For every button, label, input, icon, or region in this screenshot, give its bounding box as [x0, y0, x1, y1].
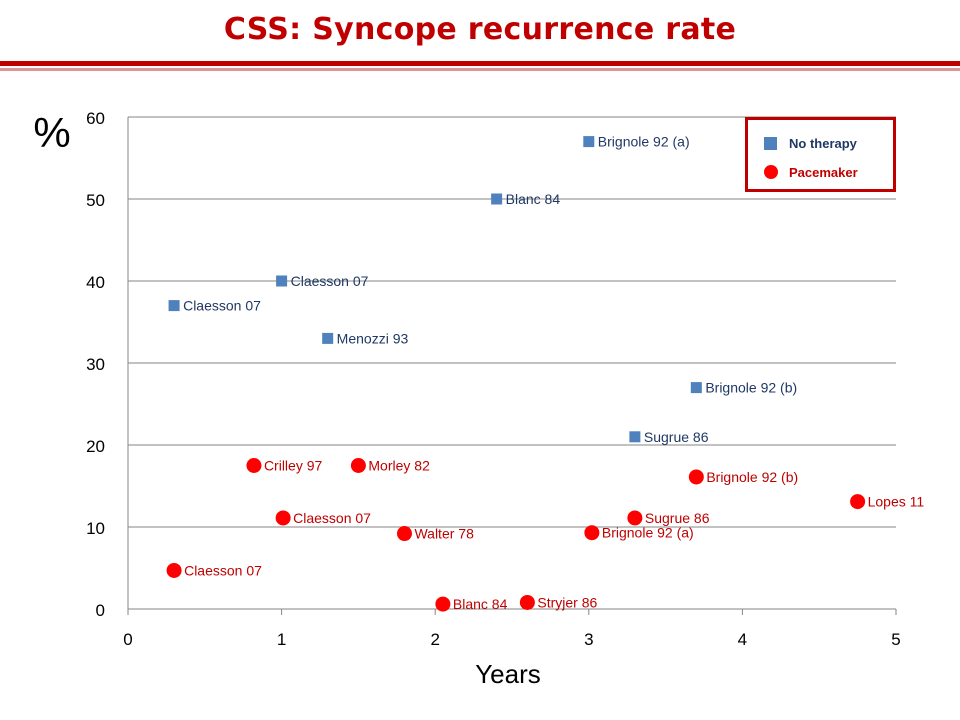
x-tick-label: 4: [738, 630, 747, 649]
pacemaker-point-label: Lopes 11: [868, 494, 925, 510]
y-tick-label: 0: [96, 601, 105, 620]
legend-circle-marker: [764, 165, 778, 179]
pacemaker-marker: [688, 469, 704, 485]
no-therapy-marker: [491, 193, 503, 205]
legend-label-no-therapy: No therapy: [789, 135, 857, 151]
x-tick-label: 3: [584, 630, 593, 649]
y-tick-label: 30: [86, 355, 105, 374]
no-therapy-marker: [276, 275, 288, 287]
x-tick-label: 2: [430, 630, 439, 649]
pacemaker-point-label: Morley 82: [368, 458, 430, 474]
no-therapy-point-label: Blanc 84: [506, 191, 561, 207]
y-tick-label: 20: [86, 437, 105, 456]
pacemaker-point-label: Claesson 07: [293, 510, 371, 526]
no-therapy-point-label: Menozzi 93: [337, 330, 409, 346]
legend-square-marker: [764, 136, 777, 150]
title-rule-light: [0, 68, 960, 71]
legend-item-no-therapy: No therapy: [764, 134, 857, 152]
pacemaker-marker: [246, 458, 262, 473]
no-therapy-marker: [168, 300, 180, 312]
pacemaker-marker: [850, 494, 866, 510]
chart-title: CSS: Syncope recurrence rate: [223, 12, 737, 47]
pacemaker-marker: [396, 526, 412, 542]
pacemaker-point-label: Brignole 92 (a): [602, 525, 694, 541]
no-therapy-point-label: Claesson 07: [183, 298, 261, 314]
pacemaker-marker: [275, 510, 291, 526]
y-tick-label: 50: [86, 191, 105, 210]
y-tick-label: 60: [86, 109, 105, 128]
no-therapy-point-label: Brignole 92 (a): [598, 134, 690, 150]
y-axis-title: %: [33, 109, 70, 156]
pacemaker-point-label: Claesson 07: [184, 562, 262, 578]
legend-item-pacemaker: Pacemaker: [764, 163, 858, 181]
pacemaker-marker: [627, 510, 643, 526]
title-rule-dark: [0, 61, 960, 66]
no-therapy-marker: [322, 332, 334, 344]
pacemaker-point-label: Stryjer 86: [537, 594, 597, 610]
pacemaker-point-label: Crilley 97: [264, 458, 323, 474]
x-tick-label: 5: [891, 630, 900, 649]
x-axis-title: Years: [475, 659, 541, 689]
pacemaker-marker: [166, 562, 182, 578]
pacemaker-marker: [519, 594, 535, 610]
pacemaker-marker: [435, 596, 451, 612]
x-tick-label: 0: [123, 630, 132, 649]
legend-label-pacemaker: Pacemaker: [789, 164, 858, 180]
pacemaker-point-label: Brignole 92 (b): [706, 469, 798, 485]
no-therapy-marker: [583, 136, 595, 148]
pacemaker-point-label: Walter 78: [414, 526, 474, 542]
x-tick-label: 1: [277, 630, 286, 649]
no-therapy-point-label: Claesson 07: [291, 273, 369, 289]
no-therapy-marker: [690, 382, 702, 394]
pacemaker-point-label: Sugrue 86: [645, 510, 710, 526]
y-tick-label: 40: [86, 273, 105, 292]
pacemaker-marker: [350, 458, 366, 473]
no-therapy-point-label: Sugrue 86: [644, 429, 709, 445]
no-therapy-marker: [629, 431, 641, 443]
pacemaker-marker: [584, 525, 600, 541]
y-tick-label: 10: [86, 519, 105, 538]
legend: No therapy Pacemaker: [745, 117, 896, 192]
pacemaker-point-label: Blanc 84: [453, 596, 508, 612]
no-therapy-point-label: Brignole 92 (b): [705, 380, 797, 396]
